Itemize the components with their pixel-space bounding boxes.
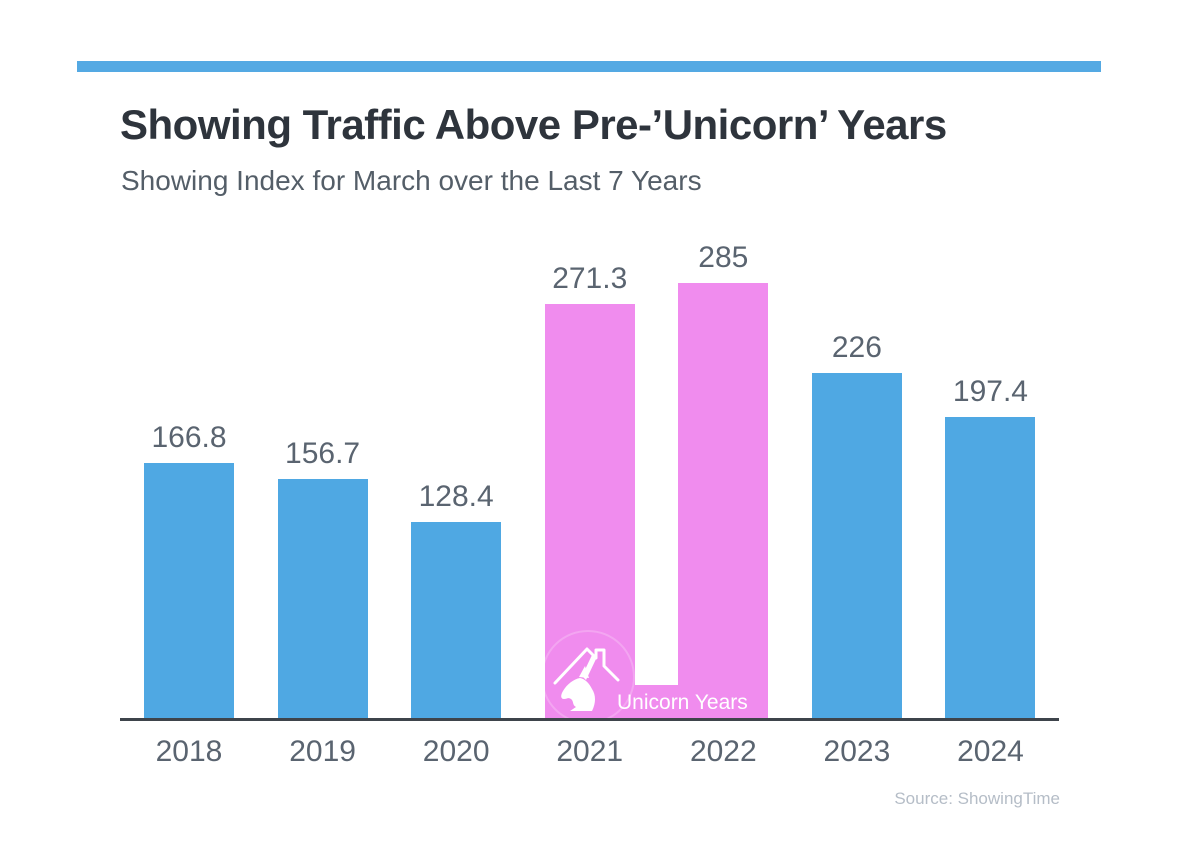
value-label-2018: 166.8 — [151, 421, 227, 455]
bar-2018 — [144, 463, 234, 718]
x-tick-2023: 2023 — [823, 735, 891, 768]
accent-top-rule — [77, 61, 1101, 72]
chart-subtitle: Showing Index for March over the Last 7 … — [121, 165, 702, 196]
x-tick-2024: 2024 — [957, 735, 1024, 768]
chart-title: Showing Traffic Above Pre-’Unicorn’ Year… — [120, 101, 947, 148]
bar-2023 — [811, 373, 902, 718]
value-label-2023: 226 — [831, 331, 882, 365]
bar-2020 — [411, 522, 502, 718]
bar-2024 — [945, 416, 1036, 718]
x-tick-2019: 2019 — [289, 735, 356, 768]
value-label-2020: 128.4 — [418, 480, 494, 514]
unicorn-years-label: Unicorn Years — [617, 691, 748, 714]
bar-2022 — [678, 283, 769, 718]
x-tick-2022: 2022 — [689, 735, 757, 768]
unicorn-years-annotation: Unicorn Years — [545, 590, 769, 718]
value-label-2021: 271.3 — [552, 261, 628, 295]
x-tick-2020: 2020 — [422, 735, 490, 768]
unicorn-house-icon — [553, 647, 620, 711]
source-credit: Source: ShowingTime — [894, 789, 1060, 808]
value-label-2019: 156.7 — [285, 436, 361, 470]
bar-2019 — [277, 478, 368, 718]
x-tick-2021: 2021 — [556, 735, 624, 768]
x-axis-line — [120, 718, 1059, 721]
annotation-circle-outline — [545, 630, 635, 718]
value-label-2024: 197.4 — [952, 374, 1028, 408]
x-tick-2018: 2018 — [155, 735, 223, 768]
value-label-2022: 285 — [698, 241, 749, 274]
